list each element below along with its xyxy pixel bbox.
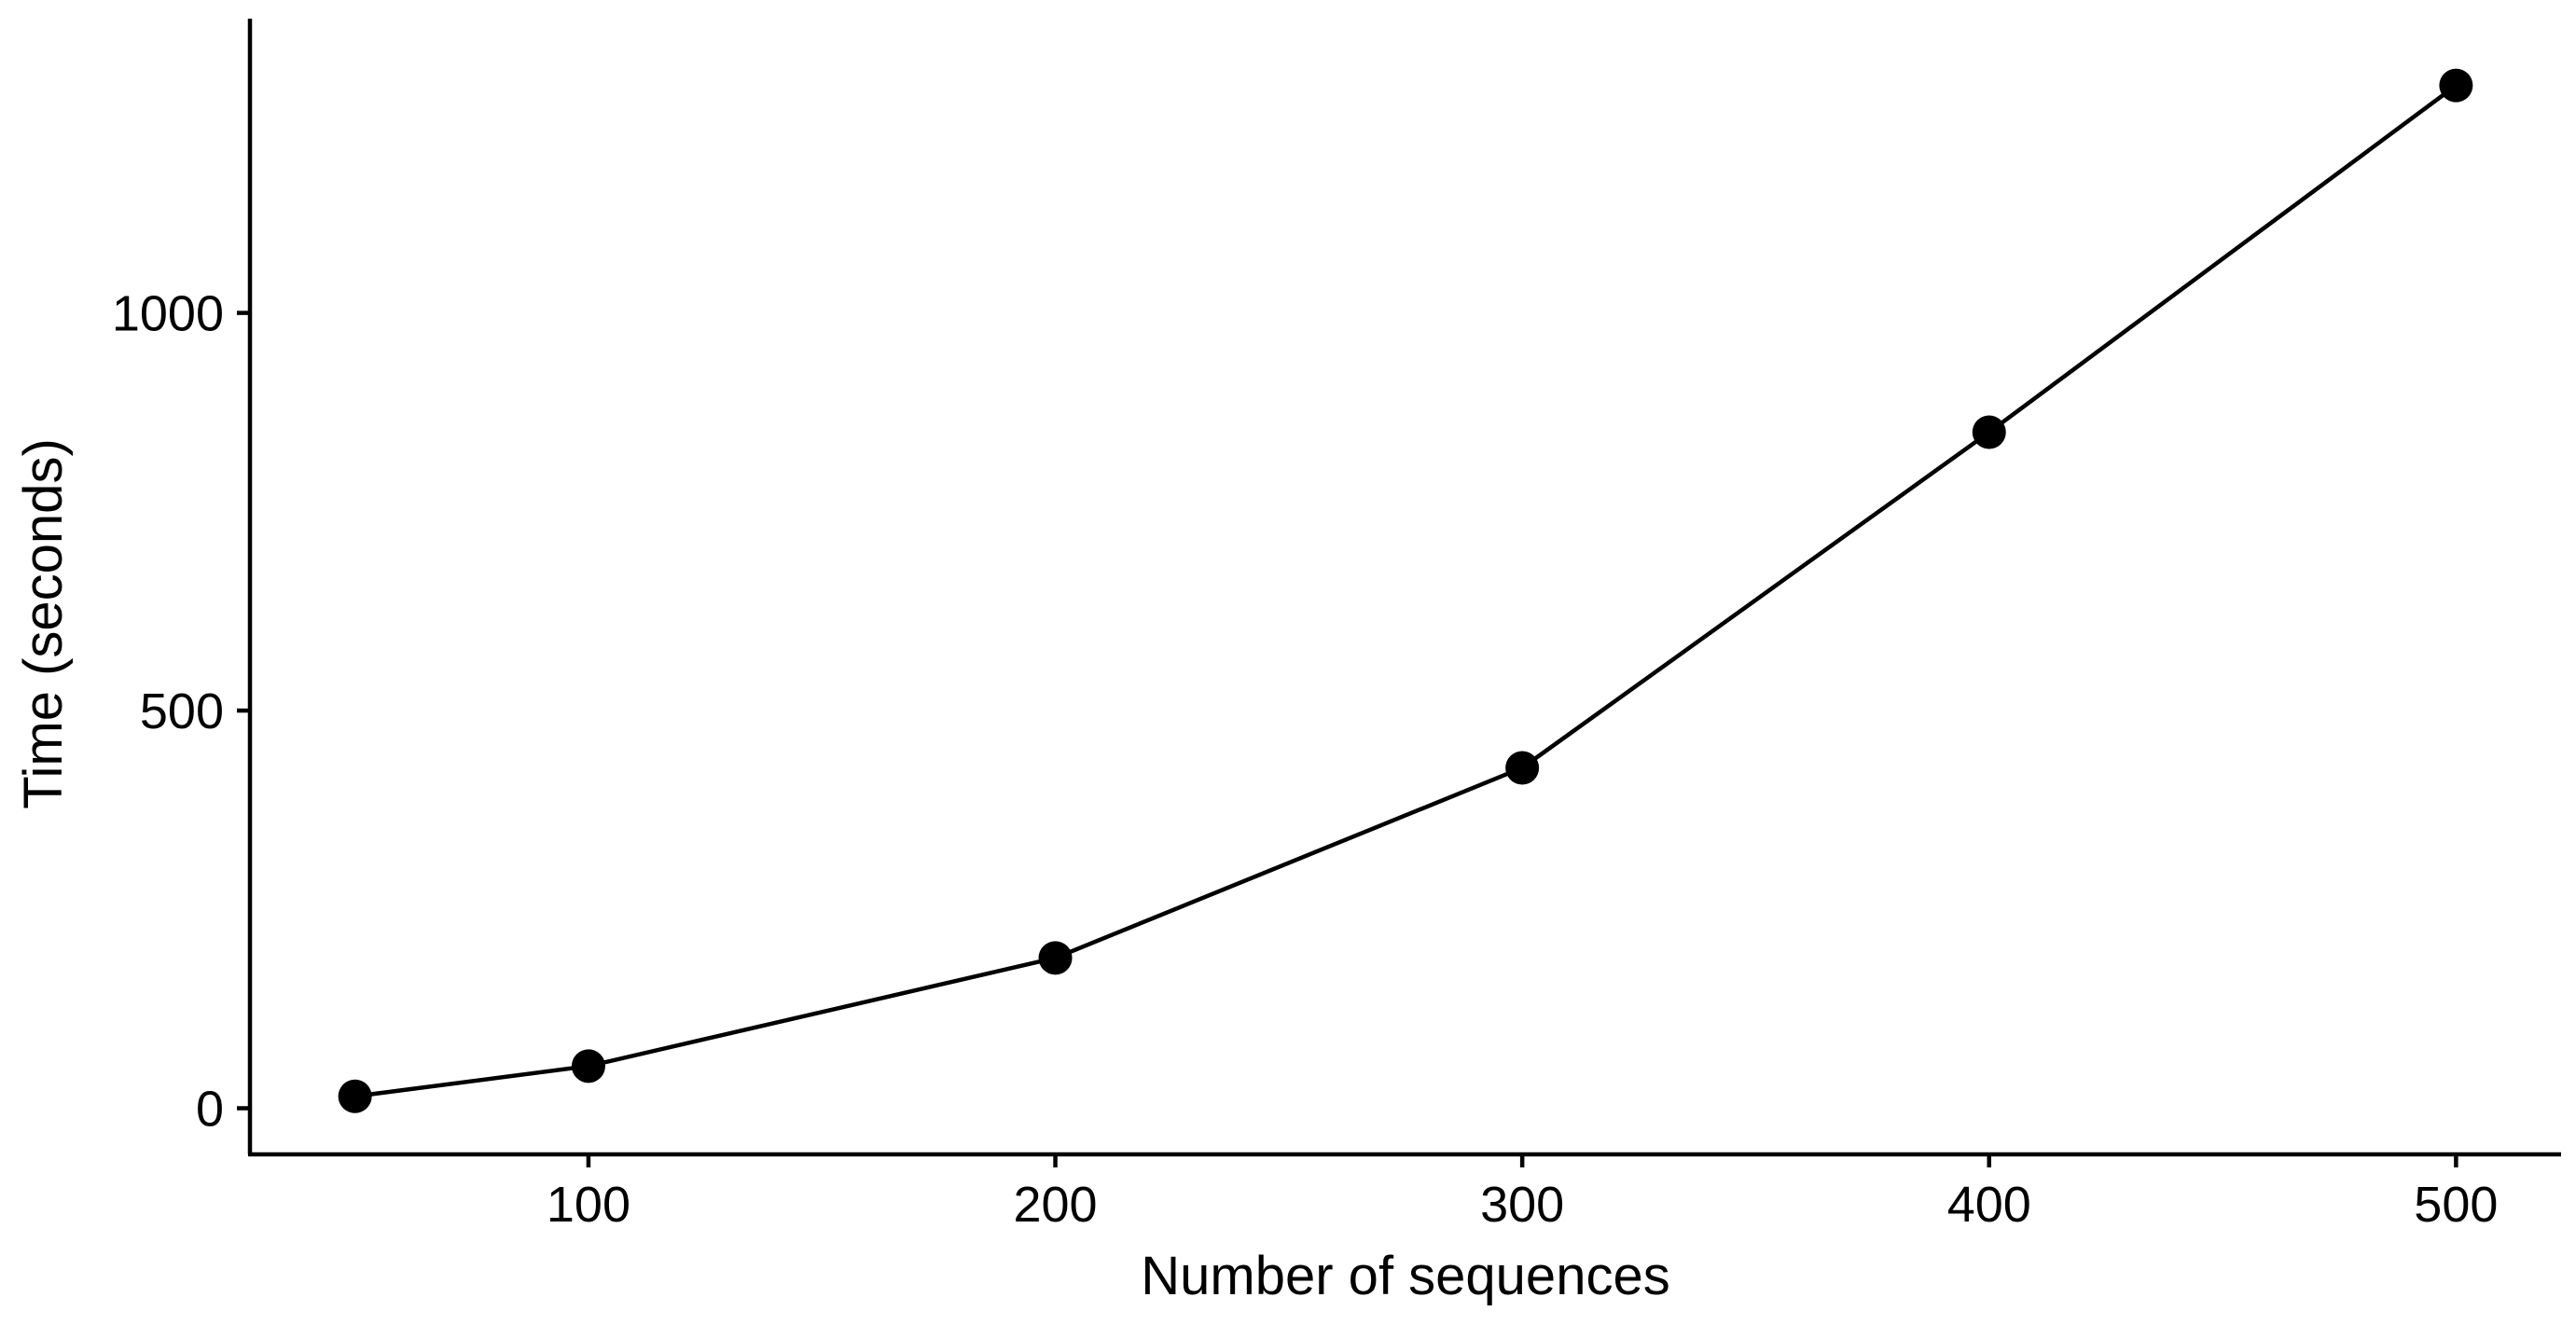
data-point [338, 1079, 372, 1113]
x-tick-label: 400 [1947, 1177, 2031, 1233]
data-point [1972, 415, 2006, 449]
y-axis-title: Time (seconds) [13, 438, 74, 809]
x-axis-title: Number of sequences [1141, 1246, 1669, 1306]
y-tick-label: 1000 [112, 286, 224, 342]
x-tick-label: 100 [547, 1177, 630, 1233]
axes [247, 19, 2561, 1157]
data-point [1038, 941, 1073, 975]
data-series [338, 68, 2473, 1113]
series-line [354, 83, 2458, 1098]
axis-ticks: 100 200 300 400 500 0 500 1000 [112, 286, 2499, 1233]
data-point [2439, 68, 2473, 103]
x-tick-label: 200 [1013, 1177, 1097, 1233]
y-tick-label: 500 [140, 683, 224, 739]
x-tick-label: 300 [1480, 1177, 1564, 1233]
data-point [571, 1049, 605, 1083]
y-tick-label: 0 [196, 1082, 224, 1138]
data-point [1505, 751, 1540, 785]
x-tick-label: 500 [2414, 1177, 2498, 1233]
